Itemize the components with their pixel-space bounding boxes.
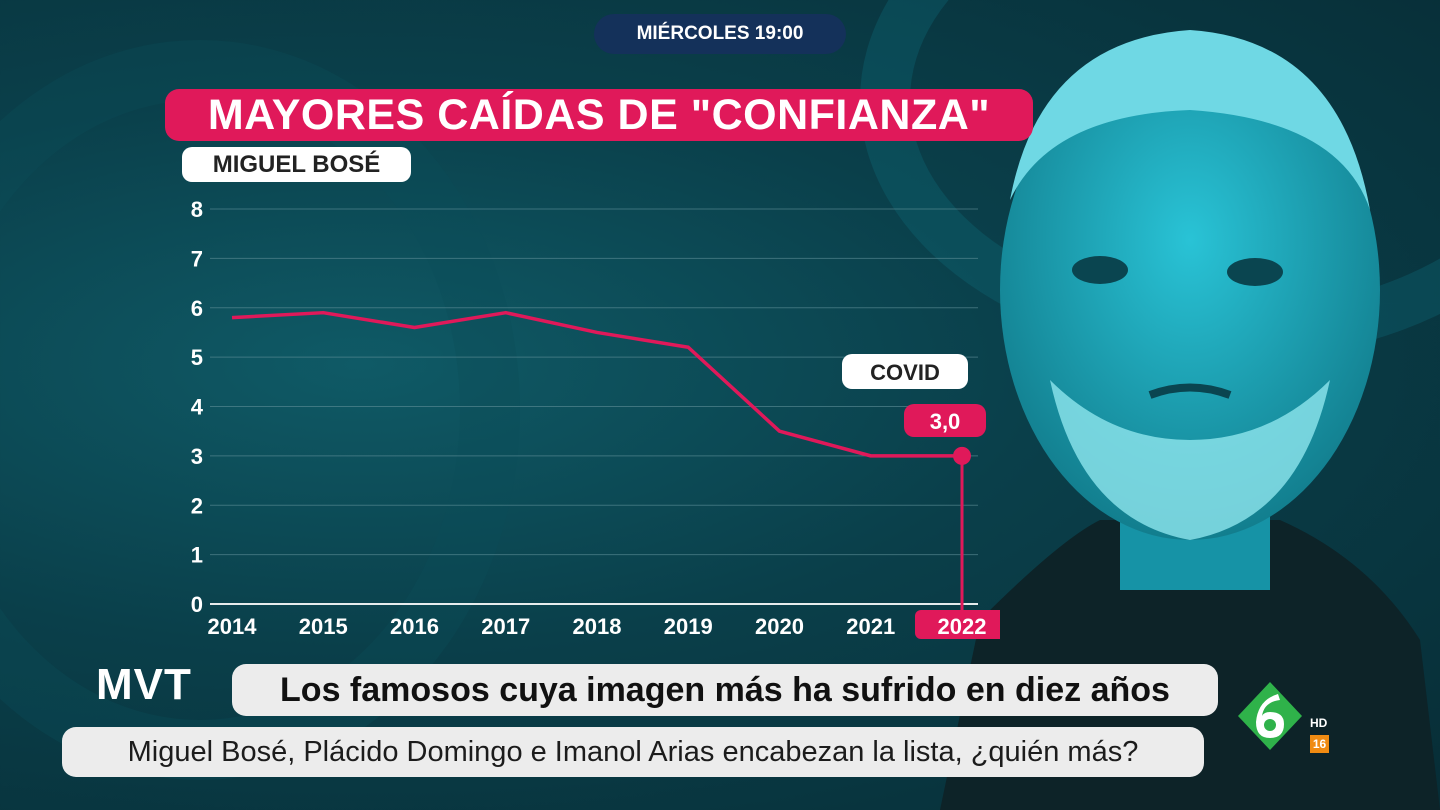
x-tick-label: 2014	[208, 614, 258, 639]
hd-badge: HD	[1310, 716, 1328, 730]
y-tick-label: 5	[191, 345, 203, 370]
y-tick-label: 6	[191, 296, 203, 321]
y-tick-label: 8	[191, 197, 203, 222]
schedule-tab: MIÉRCOLES 19:00	[594, 14, 846, 54]
headline-banner: Los famosos cuya imagen más ha sufrido e…	[232, 664, 1218, 716]
line-chart: 0 1 2 3 4 5 6 7 8 2014 2015 2016 2017 2018 2019 2020 202…	[191, 197, 1000, 639]
chart-title: MAYORES CAÍDAS DE "CONFIANZA"	[165, 89, 1033, 141]
annotation-covid-label: COVID	[870, 360, 940, 385]
y-tick-label: 0	[191, 592, 203, 617]
age-rating-badge: 16	[1310, 735, 1329, 753]
y-tick-label: 7	[191, 246, 203, 271]
y-tick-label: 3	[191, 444, 203, 469]
x-tick-label: 2016	[390, 614, 439, 639]
x-tick-label: 2019	[664, 614, 713, 639]
news-ticker: Miguel Bosé, Plácido Domingo e Imanol Ar…	[62, 727, 1204, 777]
x-tick-label: 2018	[573, 614, 622, 639]
x-tick-label: 2021	[846, 614, 895, 639]
annotation-value-bubble	[904, 404, 986, 437]
y-tick-label: 1	[191, 543, 203, 568]
subject-label: MIGUEL BOSÉ	[182, 147, 411, 182]
x-tick-label: 2017	[481, 614, 530, 639]
x-tick-label: 2020	[755, 614, 804, 639]
channel-logo-icon	[1238, 682, 1302, 750]
x-tick-label: 2015	[299, 614, 348, 639]
y-tick-label: 4	[191, 395, 204, 420]
highlight-tick-background	[915, 610, 1000, 639]
data-point-marker	[953, 446, 971, 465]
x-tick-label: 2022	[938, 614, 987, 639]
series-line	[231, 310, 962, 458]
program-logo: MVT	[96, 660, 192, 709]
annotation-covid-bubble	[842, 354, 968, 389]
annotation-value-label: 3,0	[930, 409, 961, 434]
y-tick-label: 2	[191, 493, 203, 518]
